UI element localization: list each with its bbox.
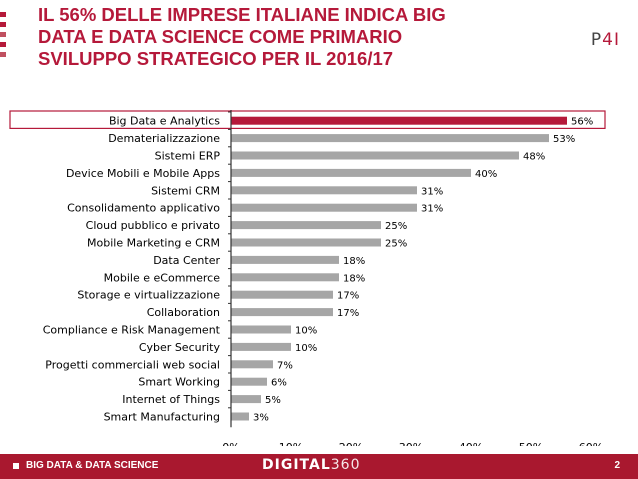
category-label: Compliance e Risk Management [43,324,221,337]
category-label: Storage e virtualizzazione [77,289,220,302]
bar [231,412,249,421]
data-label: 6% [271,378,287,389]
p4i-logo: P4I [590,30,620,50]
category-label: Mobile Marketing e CRM [87,237,220,250]
bar [231,116,567,125]
data-label: 10% [295,343,317,354]
bar [231,151,519,160]
category-label: Consolidamento applicativo [67,202,220,215]
data-label: 18% [343,256,365,267]
data-label: 3% [253,413,269,424]
digital360-logo: DIGITAL360 [262,457,361,473]
title-area: IL 56% DELLE IMPRESE ITALIANE INDICA BIG… [0,0,638,90]
footer-bar: BIG DATA & DATA SCIENCE DIGITAL360 2 [0,454,638,479]
bar [231,308,333,317]
x-tick-label: 60% [579,441,603,446]
category-label: Big Data e Analytics [109,115,220,128]
data-label: 31% [421,204,443,215]
category-label: Progetti commerciali web social [45,358,220,371]
data-label: 48% [523,152,545,163]
x-tick-label: 10% [279,441,303,446]
x-tick-label: 20% [339,441,363,446]
category-label: Mobile e eCommerce [104,271,221,284]
data-label: 31% [421,186,443,197]
page-number: 2 [614,460,620,471]
bar [231,238,381,247]
data-label: 17% [337,291,359,302]
x-tick-label: 50% [519,441,543,446]
bar [231,395,261,404]
page-title: IL 56% DELLE IMPRESE ITALIANE INDICA BIG… [38,4,446,69]
bar [231,342,291,351]
category-label: Data Center [153,254,220,267]
bar [231,377,267,386]
data-label: 18% [343,273,365,284]
bar [231,134,549,143]
category-label: Sistemi ERP [155,150,221,163]
data-label: 10% [295,326,317,337]
category-label: Collaboration [147,306,220,319]
category-label: Sistemi CRM [151,184,220,197]
bullet-icon [13,463,19,469]
category-label: Smart Working [138,376,220,389]
bar [231,360,273,369]
bar [231,203,417,212]
bar [231,290,333,299]
highlight-frame [9,110,606,129]
data-label: 40% [475,169,497,180]
data-label: 56% [571,117,593,128]
bar [231,273,339,282]
bar [231,221,381,230]
x-tick-label: 0% [222,441,239,446]
data-label: 25% [385,221,407,232]
data-label: 25% [385,239,407,250]
data-label: 7% [277,360,293,371]
bar [231,186,417,195]
category-label: Device Mobili e Mobile Apps [66,167,220,180]
x-tick-label: 30% [399,441,423,446]
bar-chart: Big Data e Analytics 56% Dematerializzazio… [9,110,606,446]
bar [231,255,339,264]
category-label: Cloud pubblico e privato [86,219,221,232]
x-tick-label: 40% [459,441,483,446]
footer-section-label: BIG DATA & DATA SCIENCE [26,460,159,471]
data-label: 53% [553,134,575,145]
bar [231,168,471,177]
category-label: Smart Manufacturing [104,411,220,424]
category-label: Cyber Security [139,341,221,354]
category-label: Internet of Things [122,393,220,406]
category-label: Dematerializzazione [108,132,220,145]
decorative-squares [0,12,8,62]
data-label: 5% [265,395,281,406]
data-label: 17% [337,308,359,319]
bar [231,325,291,334]
